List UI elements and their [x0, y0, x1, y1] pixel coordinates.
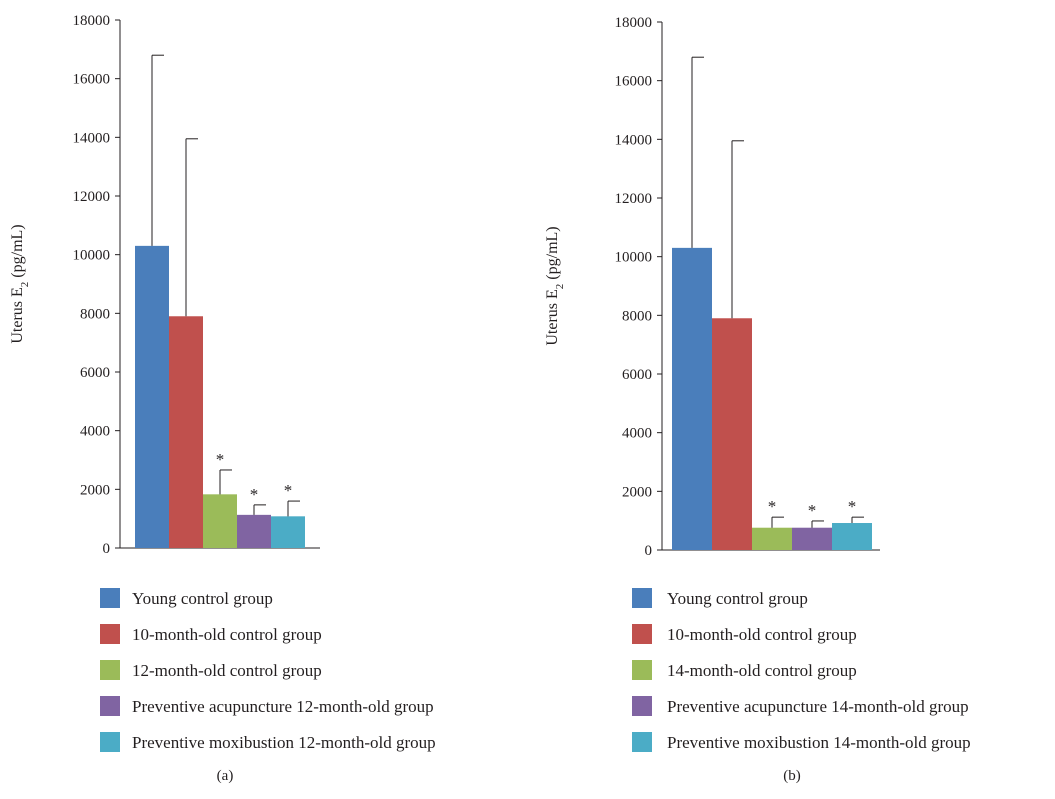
bar-chart-a: 0 2000 4000 6000 8000 10000 12000 14000 16000 180… — [9, 13, 436, 784]
legend-swatch — [100, 624, 120, 644]
significance-marker: * — [768, 497, 777, 516]
y-tick-label: 10000 — [615, 250, 653, 266]
y-axis-label: Uterus E2 (pg/mL) — [9, 224, 31, 343]
y-tick-label: 2000 — [80, 482, 110, 498]
bar — [169, 316, 203, 548]
legend-label: 10-month-old control group — [667, 625, 857, 644]
legend-label: 14-month-old control group — [667, 661, 857, 680]
legend-label: Preventive acupuncture 12-month-old grou… — [132, 697, 434, 716]
legend-swatch — [632, 624, 652, 644]
y-tick-label: 0 — [103, 541, 111, 557]
y-tick-label: 16000 — [615, 74, 653, 90]
significance-marker: * — [808, 501, 817, 520]
y-tick-label: 10000 — [73, 248, 111, 264]
bar — [712, 318, 752, 550]
y-tick-label: 12000 — [73, 189, 111, 205]
chart-panel-b: 0 2000 4000 6000 8000 10000 12000 14000 16000 180… — [527, 0, 1055, 799]
y-tick-label: 12000 — [615, 191, 653, 207]
bar — [832, 523, 872, 550]
y-tick-label: 0 — [645, 543, 653, 559]
bar — [672, 247, 712, 550]
significance-marker: * — [250, 485, 259, 504]
legend-label: 10-month-old control group — [132, 625, 322, 644]
y-tick-label: 6000 — [80, 365, 110, 381]
y-tick-label: 2000 — [622, 484, 652, 500]
legend-swatch — [100, 588, 120, 608]
significance-marker: * — [848, 497, 857, 516]
y-tick-label: 8000 — [622, 308, 652, 324]
y-tick-label: 14000 — [73, 130, 111, 146]
panel-label: (b) — [783, 768, 801, 784]
legend-label: Young control group — [667, 589, 808, 608]
significance-marker: * — [216, 450, 225, 469]
bar — [203, 494, 237, 548]
legend-label: Preventive acupuncture 14-month-old grou… — [667, 697, 969, 716]
bar — [271, 516, 305, 548]
y-tick-label: 8000 — [80, 306, 110, 322]
bar — [792, 527, 832, 550]
legend-swatch — [632, 696, 652, 716]
legend-swatch — [100, 696, 120, 716]
y-tick-label: 6000 — [622, 367, 652, 383]
y-tick-label: 14000 — [615, 132, 653, 148]
bar-chart-b: 0 2000 4000 6000 8000 10000 12000 14000 16000 180… — [544, 15, 971, 784]
legend-label: 12-month-old control group — [132, 661, 322, 680]
y-tick-label: 4000 — [80, 424, 110, 440]
legend-swatch — [100, 660, 120, 680]
legend-label: Preventive moxibustion 12-month-old grou… — [132, 733, 436, 752]
bar — [752, 527, 792, 550]
legend-swatch — [632, 588, 652, 608]
bar — [135, 245, 169, 548]
chart-panel-a: 0 2000 4000 6000 8000 10000 12000 14000 16000 180… — [0, 0, 527, 799]
y-tick-label: 18000 — [615, 15, 653, 31]
legend-swatch — [632, 732, 652, 752]
bar — [237, 514, 271, 548]
panel-label: (a) — [217, 768, 234, 784]
y-tick-label: 18000 — [73, 13, 111, 29]
legend-label: Young control group — [132, 589, 273, 608]
legend-swatch — [100, 732, 120, 752]
legend-swatch — [632, 660, 652, 680]
legend-label: Preventive moxibustion 14-month-old grou… — [667, 733, 971, 752]
y-tick-label: 4000 — [622, 426, 652, 442]
significance-marker: * — [284, 481, 293, 500]
y-tick-label: 16000 — [73, 72, 111, 88]
y-axis-label: Uterus E2 (pg/mL) — [544, 226, 566, 345]
